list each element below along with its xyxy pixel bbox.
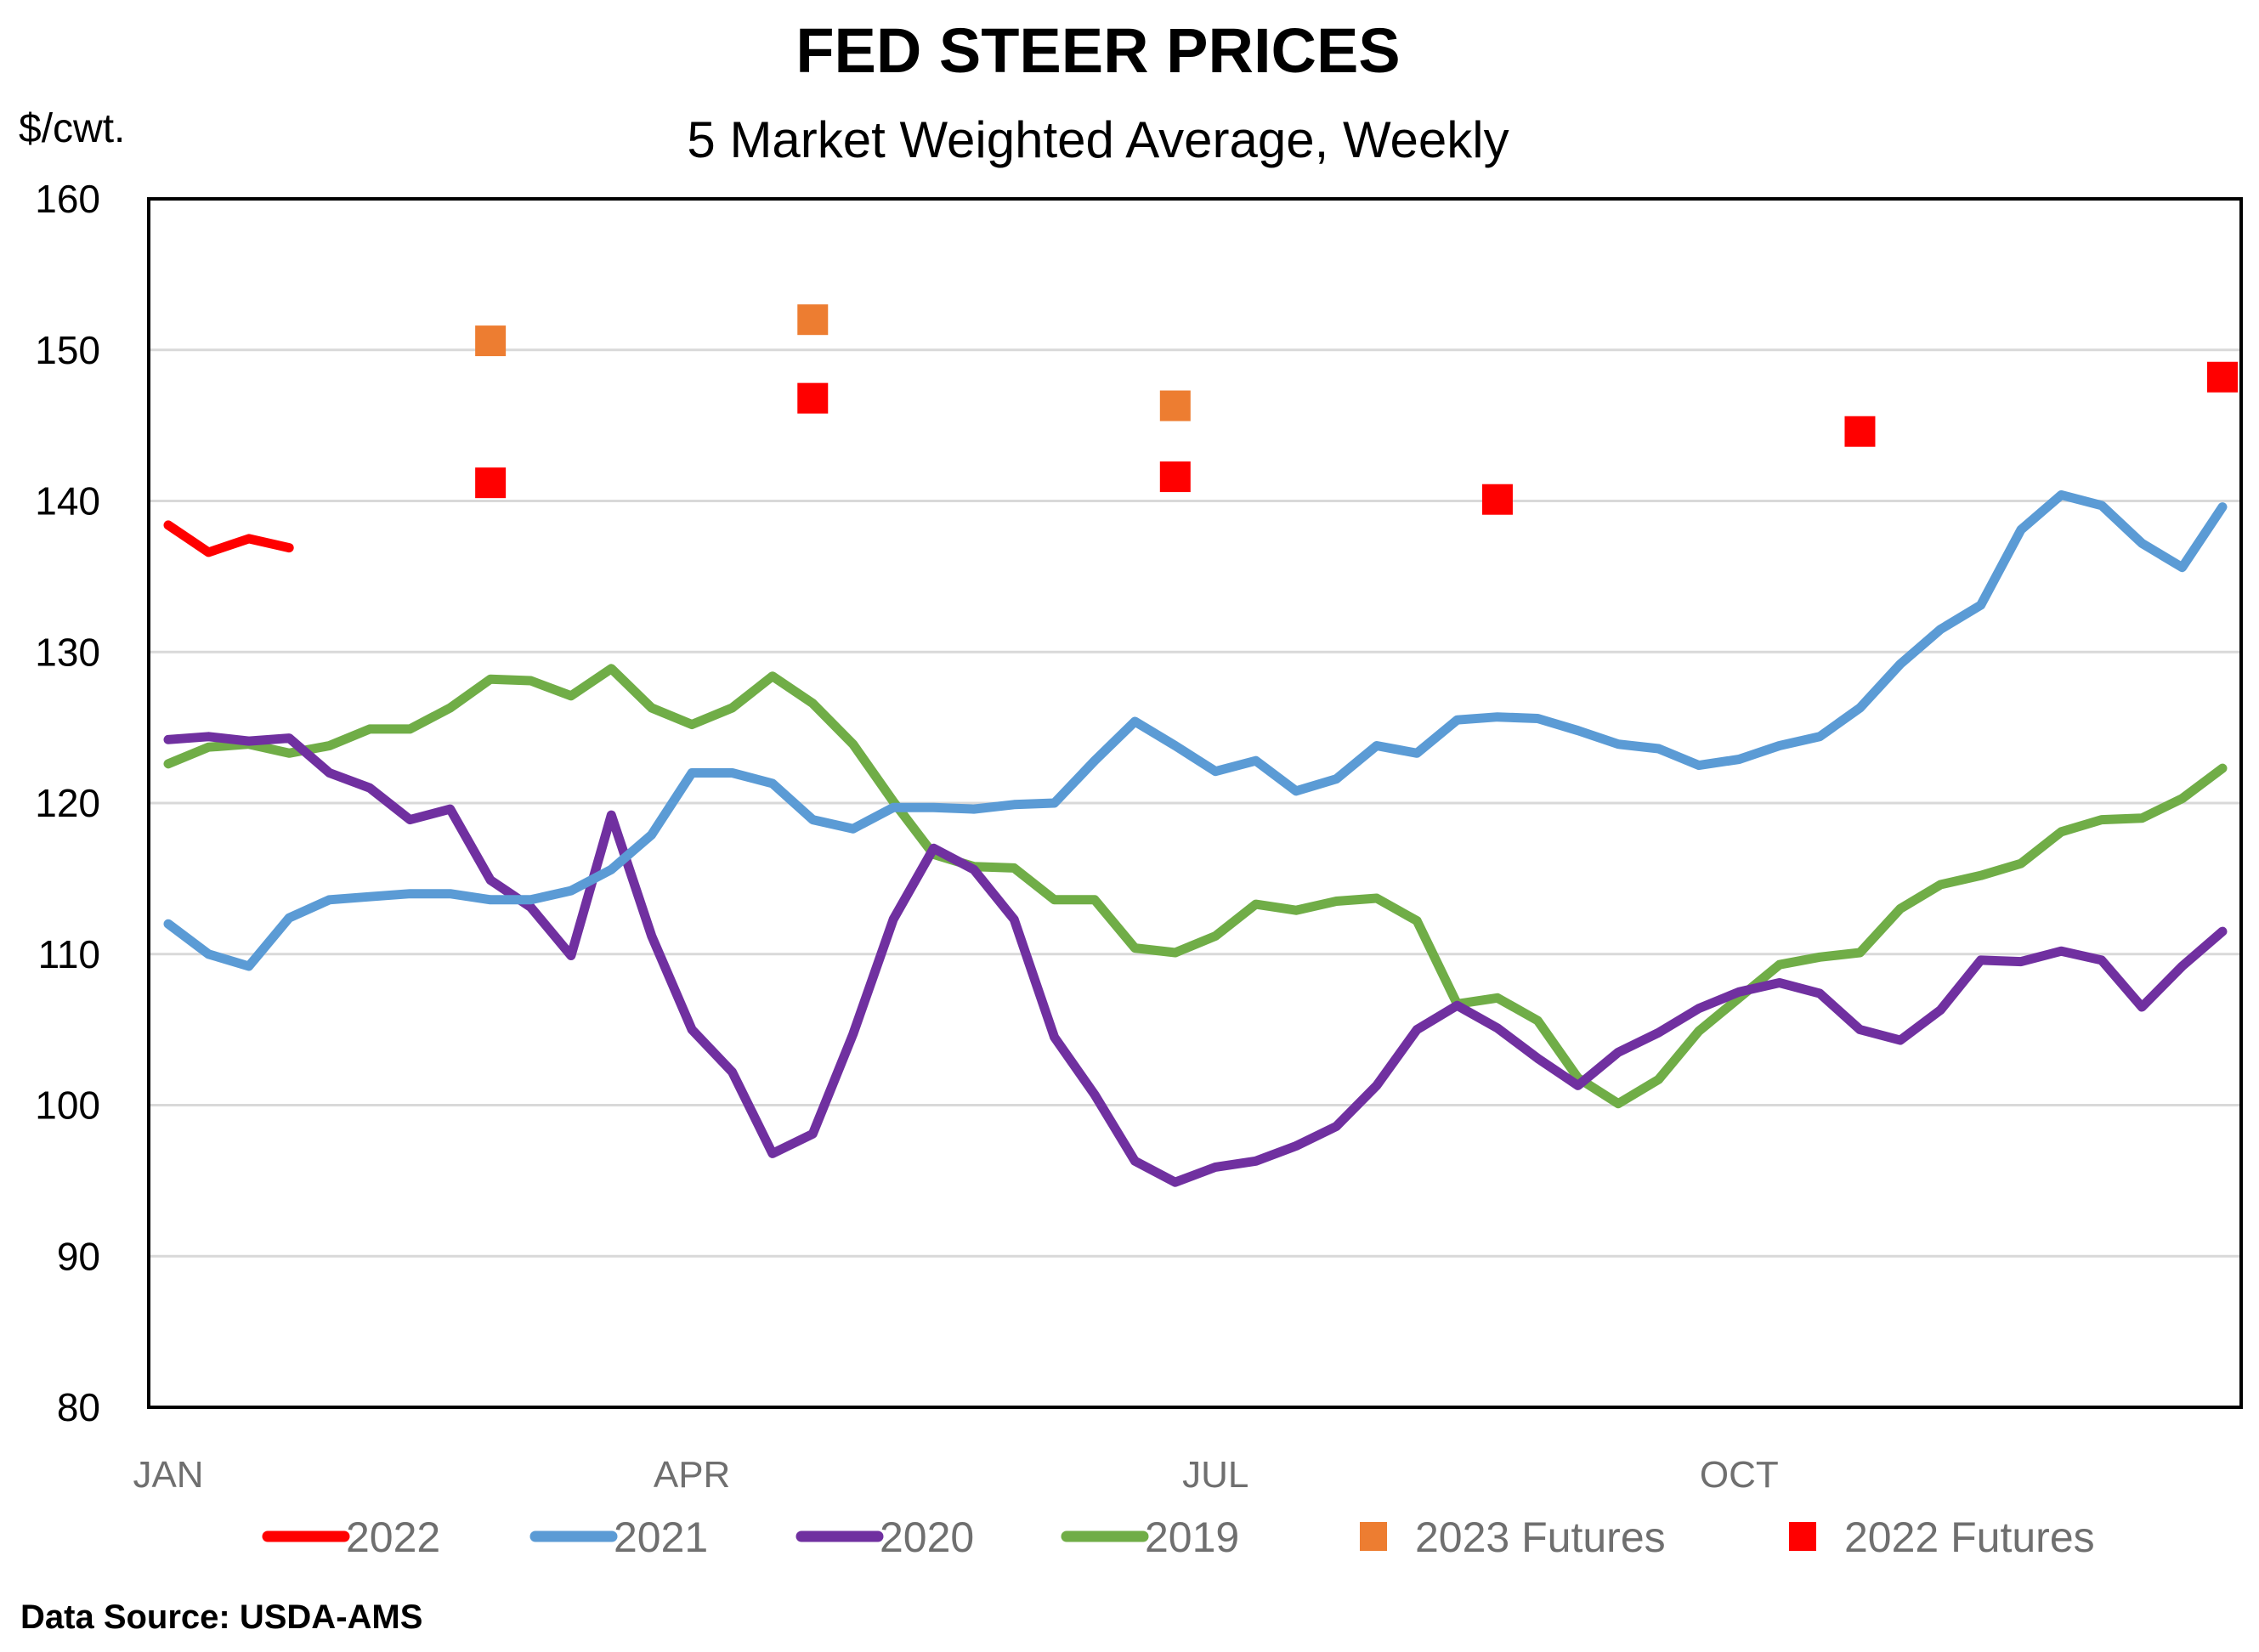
marker-2022-futures-week-43 [1844,416,1876,447]
legend-label: 2020 [880,1513,974,1561]
legend-item-2019: 2019 [1061,1513,1239,1561]
y-tick-label: 120 [35,781,100,825]
chart-subtitle: 5 Market Weighted Average, Weekly [687,111,1509,168]
gridlines [149,348,2241,1258]
series-line-2021 [163,489,2228,971]
x-tick-label-oct: OCT [1700,1454,1779,1496]
series-line-2022 [163,520,294,557]
x-tick-label-jul: JUL [1182,1454,1248,1496]
y-tick-label: 160 [35,177,100,221]
legend-item-2021: 2021 [529,1513,708,1561]
legend-label: 2023 Futures [1415,1513,1666,1561]
series-layer [163,304,2238,1187]
legend-label: 2022 Futures [1844,1513,2095,1561]
legend-label: 2019 [1145,1513,1239,1561]
data-source-note: Data Source: USDA-AMS [20,1598,422,1636]
marker-2022-futures-week-52 [2207,361,2238,393]
y-tick-label: 80 [57,1385,100,1429]
y-tick-label: 140 [35,479,100,523]
legend-item-2022-futures: 2022 Futures [1789,1513,2095,1561]
legend-item-2020: 2020 [795,1513,974,1561]
chart-title: FED STEER PRICES [795,15,1400,86]
plot-area-frame [147,197,2243,1409]
marker-2023-futures-week-17 [797,304,829,336]
x-tick-label-apr: APR [654,1454,730,1496]
y-tick-label: 130 [35,630,100,674]
y-tick-label: 110 [38,932,100,976]
marker-2023-futures-week-26 [1159,390,1191,421]
y-tick-label: 150 [35,328,100,372]
series-line-2020 [163,732,2228,1187]
legend-marker-swatch [1360,1522,1387,1551]
marker-2022-futures-week-34 [1481,484,1513,515]
y-tick-label: 90 [57,1234,100,1278]
marker-2022-futures-week-9 [475,467,507,499]
series-line-2019 [163,664,2228,1109]
legend-marker-swatch [1789,1522,1816,1551]
legend: 2022 2021 2020 2019 2023 Futures 2022 Futures [262,1513,2095,1561]
y-axis-unit-label: $/cwt. [19,106,125,151]
legend-label: 2021 [614,1513,708,1561]
marker-2023-futures-week-9 [475,325,507,357]
marker-2022-futures-week-26 [1159,461,1191,493]
legend-item-2023-futures: 2023 Futures [1360,1513,1666,1561]
x-tick-label-jan: JAN [133,1454,203,1496]
legend-item-2022: 2022 [262,1513,440,1561]
marker-2022-futures-week-17 [797,382,829,414]
x-axis-ticks: JAN APR JUL OCT [133,1454,1778,1496]
legend-label: 2022 [346,1513,440,1561]
y-axis-ticks: 80 90 100 110 120 130 140 150 160 [35,177,100,1429]
y-tick-label: 100 [35,1083,100,1128]
